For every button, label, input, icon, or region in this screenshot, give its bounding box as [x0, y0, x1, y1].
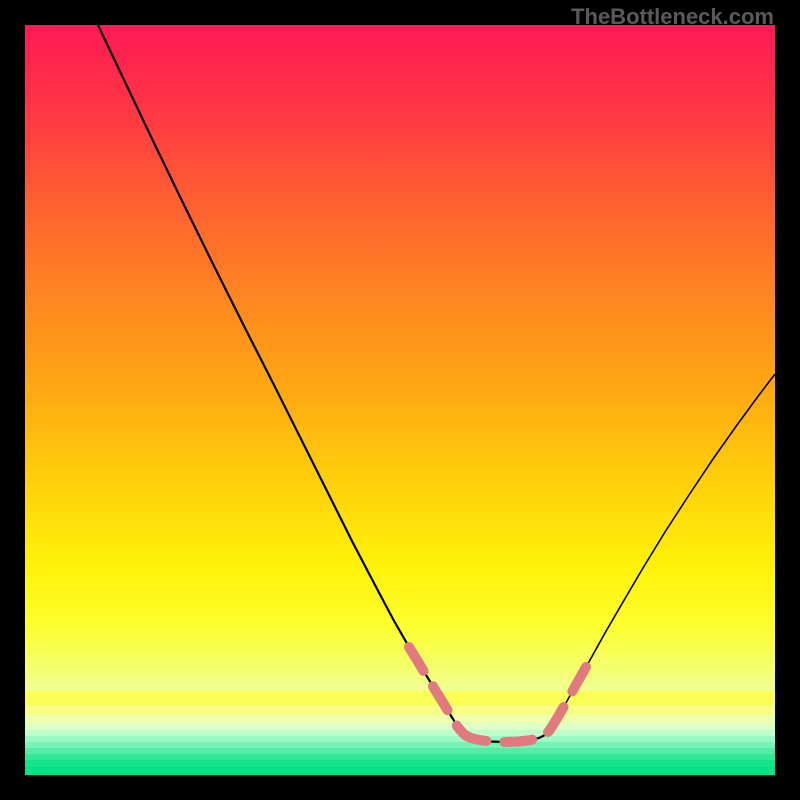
curve-layer: [25, 25, 775, 775]
left-curve: [98, 25, 461, 731]
watermark-text: TheBottleneck.com: [571, 4, 774, 30]
plot-area: [25, 25, 775, 775]
notch-dash: [461, 731, 549, 742]
